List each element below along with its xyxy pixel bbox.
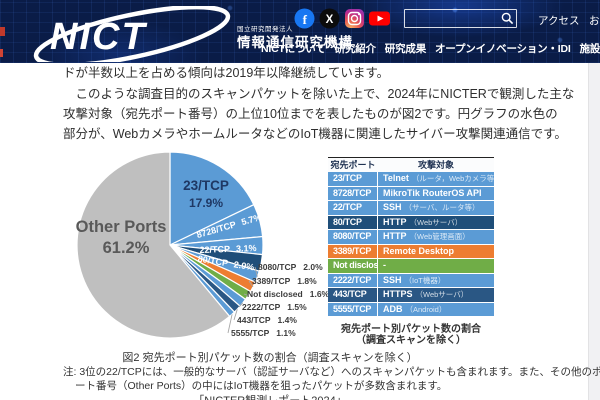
nav-item-4[interactable]: 施設利用 <box>579 43 600 55</box>
paragraph-line: このような調査目的のスキャンパケットを除いた上で、2024年にNICTERで観測… <box>63 87 575 101</box>
pie-label: 443/TCP 1.4% <box>237 315 297 325</box>
table-cell-port: 443/TCP <box>328 288 378 302</box>
pie-label-name: Other Ports <box>75 218 167 236</box>
pie-label: 5555/TCP 1.1% <box>231 328 296 338</box>
table-cell-target: HTTP （Web管理画面） <box>378 230 494 244</box>
table-cell-target: - <box>378 259 494 273</box>
clipped-bottom-line: 「NICTER観測レポート2024」 <box>0 392 540 400</box>
circuit-red-accent <box>0 27 5 36</box>
pie-leader-line <box>233 309 238 321</box>
pie-leader-line <box>248 280 254 288</box>
pie-label-name: 23/TCP <box>183 178 229 193</box>
youtube-icon[interactable] <box>369 8 390 29</box>
table-cell-port: 22/TCP <box>328 201 378 215</box>
social-icons: f X <box>294 8 390 29</box>
svg-text:f: f <box>303 12 308 27</box>
table-caption-line: 宛先ポート別パケット数の割合 <box>341 324 481 335</box>
table-row: 80/TCP HTTP （Webサーバ） <box>328 215 494 230</box>
pie-label-pct: 17.9% <box>188 196 224 210</box>
paragraph-line: ドが半数以上を占める傾向は2019年以降継続しています。 <box>63 66 390 80</box>
table-cell-target: HTTP （Webサーバ） <box>378 215 494 229</box>
table-header-target: 攻撃対象 <box>417 160 454 170</box>
table-cell-target: MikroTik RouterOS API <box>378 186 494 200</box>
table-cell-target: Remote Desktop <box>378 244 494 258</box>
pie-leader-line <box>238 302 244 308</box>
table-row: 22/TCP SSH （サーバ、ルータ等） <box>328 201 494 216</box>
figure-note-line: ート番号（Other Ports）の中にはIoT機器を狙ったパケットが多数含まれ… <box>75 380 448 392</box>
nict-logo[interactable]: NICT <box>30 6 235 62</box>
search-input[interactable] <box>404 9 517 28</box>
paragraph-line: 部分が、WebカメラやホームルータなどのIoT機器に関連したサイバー攻撃関連通信… <box>63 127 567 141</box>
x-twitter-icon[interactable]: X <box>319 8 340 29</box>
pie-chart <box>76 151 264 339</box>
table-row: 8080/TCP HTTP （Web管理画面） <box>328 230 494 245</box>
figure-note-line: 注: 3位の22/TCPには、一般的なサーバ（認証サーバなど）へのスキャンパケッ… <box>63 366 600 378</box>
table-cell-port: 2222/TCP <box>328 273 378 287</box>
table-cell-port: 23/TCP <box>328 172 378 186</box>
pie-label: 2222/TCP 1.5% <box>242 302 307 312</box>
table-cell-port: 5555/TCP <box>328 302 378 316</box>
paragraph-line: 攻撃対象（宛先ポート番号）の上位10位までを表したものが図2です。円グラフの水色… <box>63 107 558 121</box>
table-row: Not disclosed- <box>328 259 494 274</box>
table-cell-target: HTTPS （Webサーバ） <box>378 288 494 302</box>
pie-slice-23/TCP <box>169 151 255 246</box>
pie-label: 3389/TCP 1.8% <box>252 276 317 286</box>
table-row: 443/TCP HTTPS （Webサーバ） <box>328 288 494 303</box>
table-cell-target: SSH （IoT機器） <box>378 273 494 287</box>
table-cell-target: ADB （Android） <box>378 302 494 316</box>
instagram-icon[interactable] <box>344 8 365 29</box>
table-row: 8728/TCP MikroTik RouterOS API <box>328 186 494 201</box>
pie-leader-line <box>227 314 233 334</box>
nav-item-2[interactable]: 研究成果 <box>384 43 426 55</box>
table-cell-port: 3389/TCP <box>328 244 378 258</box>
nav-item-0[interactable]: NICTについて <box>261 43 326 55</box>
search-icon[interactable] <box>501 12 514 25</box>
table-row: 2222/TCP SSH （IoT機器） <box>328 273 494 288</box>
table-row: 23/TCP Telnet （ルータ，Webカメラ等） <box>328 172 494 187</box>
port-table: 宛先ポート 攻撃対象 23/TCP Telnet （ルータ，Webカメラ等） 8728/T… <box>328 157 494 317</box>
table-cell-target: Telnet （ルータ，Webカメラ等） <box>378 172 494 186</box>
org-type-label: 国立研究開発法人 <box>237 26 293 33</box>
table-cell-port: 80/TCP <box>328 215 378 229</box>
circuit-red-accent <box>0 49 3 57</box>
table-cell-port: 8728/TCP <box>328 186 378 200</box>
facebook-icon[interactable]: f <box>294 8 315 29</box>
table-caption-line: （調査スキャンを除く） <box>356 335 466 346</box>
table-row: 5555/TCP ADB （Android） <box>328 302 494 317</box>
nav-item-3[interactable]: オープンイノベーション・IDI <box>435 43 571 55</box>
table-header-row: 宛先ポート 攻撃対象 <box>328 157 494 172</box>
pie-label-pct: 61.2% <box>102 239 150 257</box>
table-cell-port: 8080/TCP <box>328 230 378 244</box>
nict-logo-text: NICT <box>50 16 147 58</box>
table-row: 3389/TCP Remote Desktop <box>328 244 494 259</box>
pie-label: 8080/TCP 2.0% <box>258 262 323 272</box>
org-name-label: 情報通信研究機構 <box>237 35 353 50</box>
table-cell-port: Not disclosed <box>328 259 378 273</box>
pie-label: Not disclosed 1.6% <box>247 289 330 299</box>
pie-leader-line <box>254 266 258 277</box>
svg-text:X: X <box>326 14 334 26</box>
table-header-port: 宛先ポート <box>330 160 376 170</box>
pie-leader-line <box>243 293 249 296</box>
nav-item-1[interactable]: 研究紹介 <box>334 43 376 55</box>
page-background-right <box>588 63 600 400</box>
access-link[interactable]: アクセス <box>538 15 580 27</box>
figure-caption: 図2 宛先ポート別パケット数の割合（調査スキャンを除く） <box>122 352 418 364</box>
pie-slice-Other Ports <box>76 151 231 339</box>
site-header: NICT 国立研究開発法人 情報通信研究機構 f X <box>0 0 600 63</box>
table-cell-target: SSH （サーバ、ルータ等） <box>378 201 494 215</box>
contact-link[interactable]: お問い合わせ <box>589 15 600 27</box>
